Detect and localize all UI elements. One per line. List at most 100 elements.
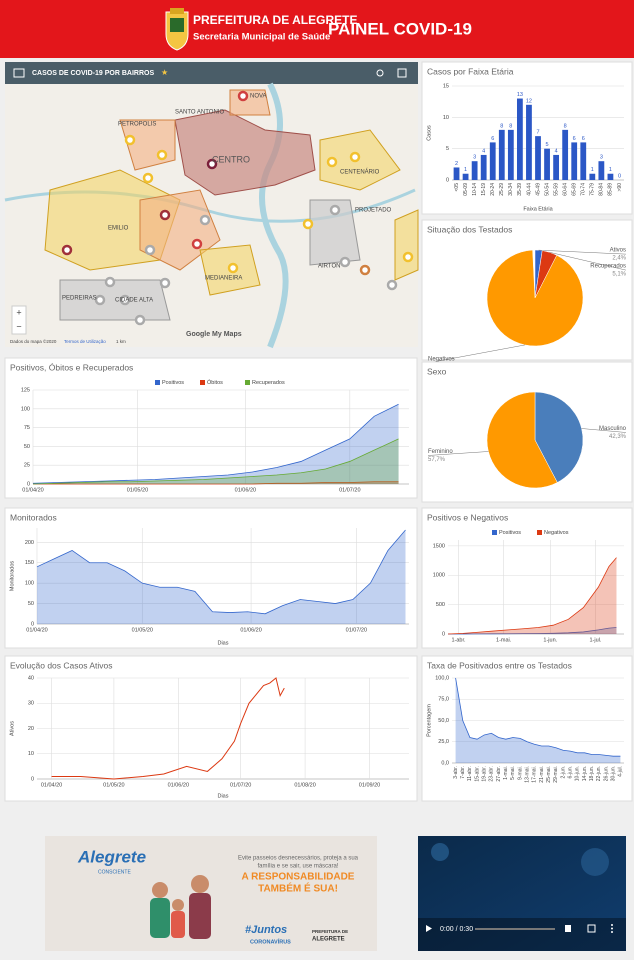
y-tick-label: 50 <box>24 444 30 450</box>
chart-title: Evolução dos Casos Ativos <box>10 660 113 670</box>
x-tick-label: 65-69 <box>572 183 578 196</box>
y-tick-label: 75 <box>24 425 30 431</box>
series-line <box>51 677 285 780</box>
progress-bar[interactable] <box>475 928 555 930</box>
play-button[interactable] <box>426 925 432 932</box>
bar-value-label: 0 <box>618 173 621 179</box>
bar-value-label: 8 <box>509 123 512 129</box>
leader-line <box>581 428 627 433</box>
x-tick-label: 01/05/20 <box>127 487 148 493</box>
bar-value-label: 12 <box>526 98 532 104</box>
header-panel: PAINEL COVID-19 <box>328 19 472 38</box>
chart-title: Casos por Faixa Etária <box>427 66 514 76</box>
banner-against: CORONAVÍRUS <box>250 937 291 945</box>
leader-line <box>538 249 627 255</box>
bar <box>544 148 550 180</box>
y-tick-label: 75,0 <box>438 697 449 703</box>
x-tick-label: 1-mai. <box>496 637 512 643</box>
panel-bg <box>4 507 418 649</box>
bar <box>580 142 587 180</box>
y-tick-label: 0 <box>27 481 30 487</box>
x-tick-label: 50-54 <box>544 183 550 196</box>
bar <box>462 173 469 180</box>
volume-button[interactable] <box>565 925 571 932</box>
x-tick-label: 6-jun. <box>568 766 574 779</box>
panel-bg <box>421 507 633 649</box>
banner-tag: CONSCIENTE <box>98 869 131 875</box>
chart-title: Positivos, Óbitos e Recuperados <box>10 362 133 372</box>
x-tick-label: 01/07/20 <box>230 782 251 788</box>
menu-icon[interactable] <box>13 68 25 78</box>
chart-panel: Sexo Masculino 42,3% Feminino 57,7% <box>421 361 633 503</box>
bar <box>453 167 460 180</box>
panel-bg <box>4 357 418 499</box>
x-tick-label: 60-64 <box>562 183 568 196</box>
legend-swatch <box>245 380 250 385</box>
slice-label: Feminino <box>428 449 453 455</box>
menu-button[interactable] <box>611 927 613 930</box>
leader-line <box>427 344 526 364</box>
zoom-in[interactable]: + <box>16 307 21 317</box>
x-tick-label: 23-abr. <box>489 766 495 782</box>
map-label: CENTRO <box>212 154 250 164</box>
chart-title: Taxa de Positivados entre os Testados <box>427 660 572 670</box>
leader-line <box>427 451 489 456</box>
legend-swatch <box>200 380 205 385</box>
x-tick-label: 14-jun. <box>582 766 588 781</box>
header-title: PREFEITURA DE ALEGRETE <box>193 13 357 27</box>
y-tick-label: 10 <box>443 115 449 121</box>
x-tick-label: 01/06/20 <box>240 627 261 633</box>
x-tick-label: 27-abr. <box>496 766 502 782</box>
x-tick-label: 85-89 <box>608 183 614 196</box>
fullscreen-icon[interactable] <box>397 68 407 78</box>
bar <box>589 173 596 180</box>
map-terms[interactable]: Termos de Utilização <box>64 339 106 344</box>
area-fill <box>33 404 399 484</box>
menu-button[interactable] <box>611 931 613 933</box>
x-tick-label: 01/07/20 <box>339 487 360 493</box>
series-line <box>32 403 399 484</box>
x-tick-label: 1-jul. <box>589 637 601 643</box>
bar <box>471 161 478 180</box>
video-player[interactable]: 0:00 / 0:30 <box>418 836 626 951</box>
bar-value-label: 1 <box>609 167 612 173</box>
bar-value-label: 1 <box>591 167 594 173</box>
banner-footer: ALEGRETE <box>312 937 345 943</box>
x-tick-label: 25-29 <box>499 183 505 196</box>
x-tick-label: 10-14 <box>472 183 478 196</box>
y-tick-label: 0 <box>31 621 34 627</box>
banner: Alegrete CONSCIENTE Evite passeios desne… <box>45 836 377 951</box>
x-tick-label: 9-mai. <box>517 766 523 780</box>
bar <box>607 173 614 180</box>
bar <box>562 129 569 180</box>
header-subtitle: Secretaria Municipal de Saúde <box>193 32 330 43</box>
x-tick-label: 30-jun. <box>611 766 617 781</box>
x-tick-label: 18-jun. <box>589 766 595 781</box>
fullscreen-button[interactable] <box>587 924 596 933</box>
x-tick-label: 20-24 <box>490 183 496 196</box>
share-icon[interactable] <box>376 69 384 77</box>
virus-graphic <box>431 843 449 861</box>
x-tick-label: 15-19 <box>481 183 487 196</box>
bar-value-label: 1 <box>464 167 467 173</box>
zoom-out[interactable]: − <box>16 321 21 331</box>
menu-button[interactable] <box>611 924 613 926</box>
slice-value: 5,1% <box>612 272 626 278</box>
y-tick-label: 100 <box>21 406 30 412</box>
x-tick-label: 2-jun. <box>560 766 566 779</box>
y-tick-label: 40 <box>28 675 34 681</box>
x-tick-label: 40-44 <box>526 183 532 196</box>
x-tick-label: 01/05/20 <box>132 627 153 633</box>
x-tick-label: 01/04/20 <box>41 782 62 788</box>
y-axis-label: Casos <box>426 125 432 141</box>
y-tick-label: 15 <box>443 83 449 89</box>
map-label: PEDREIRAS <box>62 296 97 302</box>
legend-swatch <box>537 530 542 535</box>
x-tick-label: 35-39 <box>517 183 523 196</box>
x-tick-label: 25-mai. <box>546 766 552 783</box>
map-label: AIRTON <box>318 264 340 270</box>
map-star[interactable]: ★ <box>161 68 168 77</box>
area-fill <box>448 627 617 634</box>
